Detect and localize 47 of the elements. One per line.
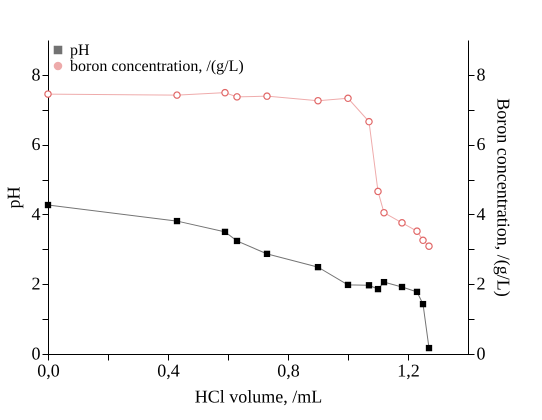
- y-tick-label: 8: [32, 64, 40, 84]
- x-axis-title: HCl volume, /mL: [194, 386, 322, 406]
- y-axis-title: pH: [4, 186, 24, 208]
- x-tick-label: 0,8: [277, 360, 300, 380]
- y2-tick-label: 6: [476, 134, 486, 154]
- y-tick-label: 0: [32, 344, 40, 364]
- point: [365, 118, 373, 126]
- point: [413, 227, 421, 235]
- point: [366, 282, 372, 288]
- legend-label: pH: [70, 42, 90, 59]
- point: [425, 242, 433, 250]
- point: [398, 219, 406, 227]
- point: [234, 238, 240, 244]
- point: [420, 300, 426, 308]
- point: [314, 264, 322, 270]
- y-tick-label: 2: [32, 274, 40, 294]
- point: [263, 92, 271, 100]
- y-tick-label: 6: [32, 134, 40, 154]
- y2-tick-label: 2: [476, 274, 486, 294]
- point: [221, 88, 229, 96]
- point: [344, 282, 352, 288]
- point: [222, 228, 228, 236]
- y2-axis-title: Boron concentration, /(g/L): [494, 98, 514, 297]
- x-tick-label: 0,4: [157, 360, 180, 380]
- point: [398, 284, 406, 290]
- x-tick-label: 0,0: [37, 360, 60, 380]
- point: [174, 218, 180, 224]
- point: [419, 236, 427, 244]
- point: [374, 188, 382, 196]
- legend-label: boron concentration, /(g/L): [70, 58, 244, 75]
- point: [426, 344, 432, 352]
- point: [264, 250, 270, 258]
- point: [44, 202, 52, 208]
- point: [374, 286, 382, 292]
- y2-tick-label: 0: [476, 344, 486, 364]
- y2-tick-label: 4: [476, 204, 486, 224]
- point: [380, 208, 388, 216]
- point: [173, 91, 181, 99]
- point: [380, 278, 388, 286]
- x-tick-label: 1,2: [397, 360, 420, 380]
- point: [344, 94, 352, 102]
- point: [414, 288, 420, 296]
- y2-tick-label: 8: [476, 64, 486, 84]
- point: [44, 90, 52, 98]
- point: [314, 96, 322, 104]
- y-tick-label: 4: [32, 204, 40, 224]
- point: [233, 93, 241, 101]
